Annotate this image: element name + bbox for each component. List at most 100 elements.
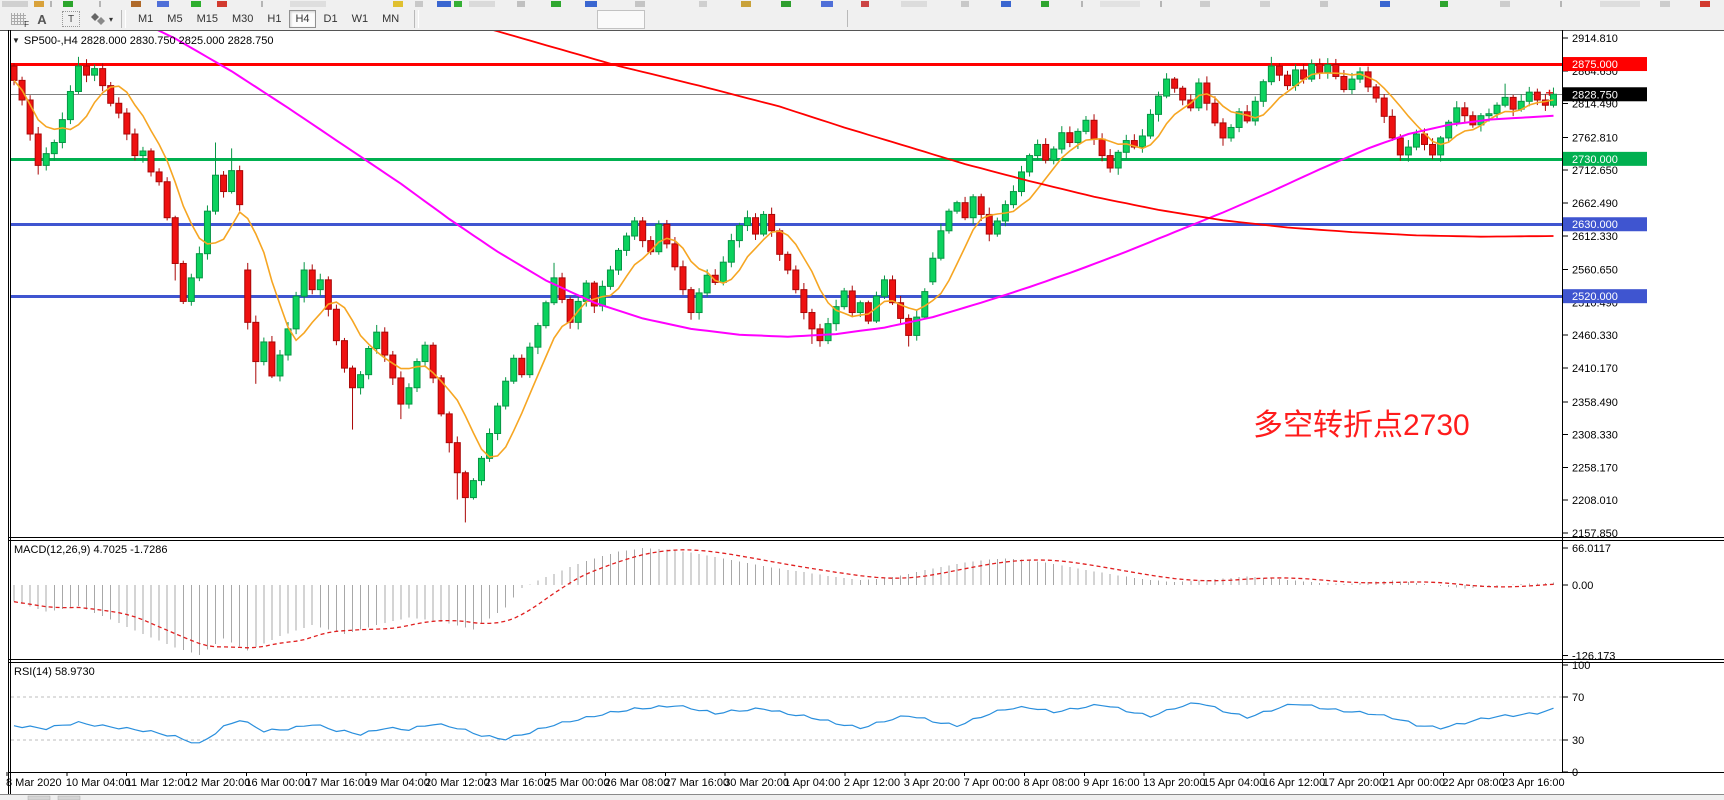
toolbar-icon-fragment: [99, 1, 101, 7]
svg-text:7 Apr 00:00: 7 Apr 00:00: [964, 777, 1020, 789]
svg-text:15 Apr 04:00: 15 Apr 04:00: [1203, 777, 1265, 789]
main-toolbar: F A T ▾ M1 M5 M15 M30 H1 H4 D1 W1 MN: [0, 8, 1724, 30]
toolbar-icon-fragment: [1660, 1, 1670, 7]
svg-text:2875.000: 2875.000: [1572, 59, 1618, 71]
text-label-icon[interactable]: A: [37, 11, 47, 27]
svg-text:17 Mar 16:00: 17 Mar 16:00: [305, 777, 370, 789]
toolbar-icon-fragment: [34, 1, 44, 7]
svg-text:22 Apr 08:00: 22 Apr 08:00: [1442, 777, 1504, 789]
chevron-down-icon: ▾: [109, 14, 114, 24]
svg-text:21 Apr 00:00: 21 Apr 00:00: [1383, 777, 1445, 789]
last-price-marker: [1546, 89, 1553, 96]
toolbar-separator: [847, 10, 848, 27]
toolbar-icon-fragment: [157, 1, 169, 7]
toolbar-icon-fragment: [415, 1, 423, 7]
toolbar-icon-fragment: [290, 1, 326, 7]
timeframe-d1-button[interactable]: D1: [318, 10, 344, 28]
svg-text:30 Mar 20:00: 30 Mar 20:00: [724, 777, 789, 789]
toolbar-icon-fragment: [741, 1, 751, 7]
svg-text:10 Mar 04:00: 10 Mar 04:00: [66, 777, 131, 789]
svg-text:2762.810: 2762.810: [1572, 132, 1618, 144]
svg-text:2814.490: 2814.490: [1572, 99, 1618, 111]
svg-text:2630.000: 2630.000: [1572, 219, 1618, 231]
toolbar-icon-fragment: [1100, 1, 1140, 7]
timeframe-m1-button[interactable]: M1: [132, 10, 159, 28]
price-scale[interactable]: 2914.8102864.6502814.4902762.8102712.650…: [1562, 30, 1724, 779]
svg-text:12 Mar 20:00: 12 Mar 20:00: [186, 777, 251, 789]
svg-text:2258.170: 2258.170: [1572, 462, 1618, 474]
chart-dropdown-icon[interactable]: ▼: [12, 36, 20, 45]
toolbar-icon-fragment: [1600, 1, 1640, 7]
svg-text:26 Mar 08:00: 26 Mar 08:00: [605, 777, 670, 789]
toolbar-icon-fragment: [585, 1, 597, 7]
svg-text:25 Mar 00:00: 25 Mar 00:00: [545, 777, 610, 789]
toolbar-icon-fragment: [217, 1, 227, 7]
svg-text:0.00: 0.00: [1572, 580, 1593, 592]
svg-text:17 Apr 20:00: 17 Apr 20:00: [1323, 777, 1385, 789]
toolbar-icon-fragment: [821, 1, 833, 7]
toolbar-icon-fragment: [131, 1, 141, 7]
rsi-panel: [11, 696, 1562, 744]
svg-text:2410.170: 2410.170: [1572, 363, 1618, 375]
svg-text:2157.850: 2157.850: [1572, 528, 1618, 540]
toolbar-icon-fragment: [1500, 1, 1510, 7]
toolbar-icon-fragment: [437, 1, 451, 7]
svg-text:9 Apr 16:00: 9 Apr 16:00: [1083, 777, 1139, 789]
svg-text:19 Mar 04:00: 19 Mar 04:00: [365, 777, 430, 789]
svg-text:20 Mar 12:00: 20 Mar 12:00: [425, 777, 490, 789]
grid-f-icon[interactable]: F: [6, 10, 30, 29]
svg-text:2730.000: 2730.000: [1572, 154, 1618, 166]
chart-title: ▼ SP500-,H4 2828.000 2830.750 2825.000 28…: [12, 35, 273, 47]
toolbar-icon-fragment: [901, 1, 927, 7]
toolbar-icon-fragment: [781, 1, 791, 7]
timeframe-m30-button[interactable]: M30: [226, 10, 259, 28]
price-badge-2875.000: [1563, 57, 1647, 72]
svg-text:66.0117: 66.0117: [1572, 543, 1611, 555]
timeframe-m15-button[interactable]: M15: [191, 10, 224, 28]
svg-text:1 Apr 04:00: 1 Apr 04:00: [784, 777, 840, 789]
chart-annotation-text: 多空转折点2730: [1253, 409, 1470, 442]
toolbar-icon-fragment: [191, 1, 201, 7]
moving-averages: [13, 31, 1554, 458]
toolbar-icon-fragment: [2, 1, 28, 7]
svg-text:2208.010: 2208.010: [1572, 495, 1618, 507]
svg-text:11 Mar 12:00: 11 Mar 12:00: [126, 777, 190, 789]
rsi-indicator-label: RSI(14) 58.9730: [14, 666, 95, 678]
text-tool-icon[interactable]: T: [62, 11, 80, 27]
toolbar-icon-fragment: [517, 1, 525, 7]
toolbar-icon-fragment: [1380, 1, 1390, 7]
timeframe-h4-button[interactable]: H4: [289, 10, 316, 28]
svg-text:8 Mar 2020: 8 Mar 2020: [6, 777, 62, 789]
svg-text:70: 70: [1572, 692, 1584, 704]
toolbar-blank-button[interactable]: [597, 10, 645, 29]
svg-text:2358.490: 2358.490: [1572, 397, 1618, 409]
svg-text:16 Apr 12:00: 16 Apr 12:00: [1263, 777, 1325, 789]
toolbar-icon-fragment: [50, 1, 52, 7]
svg-text:2712.650: 2712.650: [1572, 165, 1618, 177]
timeframe-w1-button[interactable]: W1: [346, 10, 375, 28]
macd-signal-line: [13, 549, 1554, 649]
svg-text:13 Apr 20:00: 13 Apr 20:00: [1143, 777, 1205, 789]
svg-text:27 Mar 16:00: 27 Mar 16:00: [664, 777, 729, 789]
toolbar-icon-fragment: [551, 1, 561, 7]
timeframe-h1-button[interactable]: H1: [261, 10, 287, 28]
timeframe-m5-button[interactable]: M5: [161, 10, 188, 28]
svg-text:2560.650: 2560.650: [1572, 265, 1618, 277]
arrow-objects-icon[interactable]: ▾: [80, 10, 113, 28]
chart-canvas[interactable]: 2914.8102864.6502814.4902762.8102712.650…: [0, 30, 1724, 800]
timeframe-mn-button[interactable]: MN: [376, 10, 405, 28]
macd-indicator-label: MACD(12,26,9) 4.7025 -1.7286: [14, 544, 168, 556]
svg-text:23 Mar 16:00: 23 Mar 16:00: [485, 777, 550, 789]
toolbar-icon-fragment: [1700, 1, 1710, 7]
toolbar-icon-fragment: [1560, 1, 1562, 7]
toolbar-icon-fragment: [469, 1, 495, 7]
toolbar-icon-fragment: [635, 1, 645, 7]
toolbar-icon-fragment: [1041, 1, 1049, 7]
grid-f-letter: F: [24, 20, 29, 29]
toolbar-separator: [121, 10, 127, 28]
toolbar-icon-fragment: [393, 1, 403, 7]
toolbar-icon-fragment: [454, 1, 462, 7]
toolbar-icon-fragment: [261, 1, 263, 7]
price-badge-2730.000: [1563, 151, 1647, 166]
